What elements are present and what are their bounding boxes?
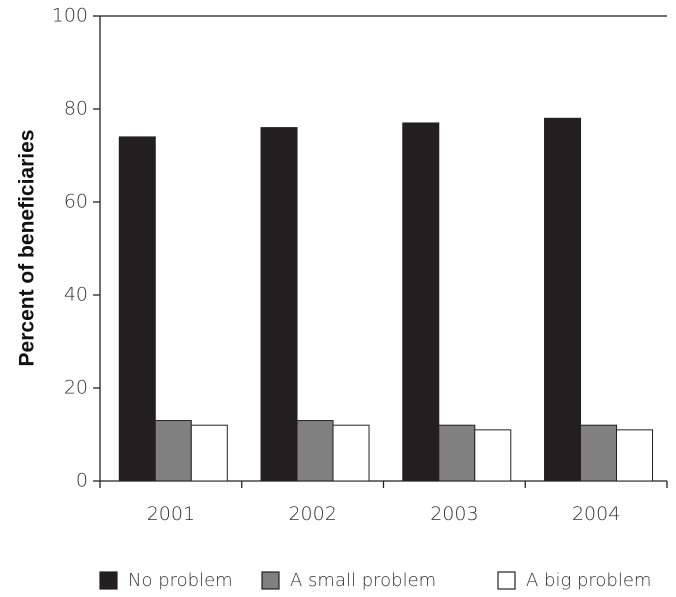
bar-a-small-problem-2001: [154, 420, 192, 482]
bar-no-problem-2002: [260, 127, 298, 482]
y-tick-label: 100: [52, 5, 88, 27]
legend-swatch: [99, 571, 118, 590]
bar-a-big-problem-2001: [190, 424, 228, 482]
legend-label: A big problem: [526, 570, 651, 591]
bar-a-small-problem-2004: [580, 424, 618, 482]
bars: [118, 117, 654, 482]
axes: [99, 15, 667, 482]
x-tick-label: 2003: [430, 503, 478, 525]
x-tick-label: 2001: [147, 503, 195, 525]
y-tick-label: 40: [64, 284, 88, 306]
legend-label: A small problem: [290, 570, 436, 591]
bar-a-big-problem-2003: [474, 429, 512, 482]
x-tick-label: 2004: [572, 503, 620, 525]
y-axis-label: Percent of beneficiaries: [16, 130, 39, 367]
y-ticks: 0 20 40 60 80 100: [52, 5, 100, 492]
legend-label: No problem: [128, 570, 233, 591]
bar-no-problem-2003: [402, 122, 440, 482]
bar-a-big-problem-2002: [332, 424, 370, 482]
legend-swatch: [497, 571, 516, 590]
legend: No problem A small problem A big problem: [99, 570, 651, 591]
bar-no-problem-2004: [544, 117, 582, 482]
bar-a-big-problem-2004: [616, 429, 654, 482]
y-tick-label: 20: [64, 377, 88, 399]
bar-a-small-problem-2002: [296, 420, 334, 482]
x-ticks: 2001 2002 2003 2004: [99, 481, 668, 525]
y-tick-label: 0: [76, 470, 88, 492]
x-tick-label: 2002: [288, 503, 336, 525]
legend-swatch: [261, 571, 280, 590]
bar-no-problem-2001: [118, 136, 156, 482]
bar-a-small-problem-2003: [438, 424, 476, 482]
y-tick-label: 60: [64, 191, 88, 213]
y-tick-label: 80: [64, 98, 88, 120]
